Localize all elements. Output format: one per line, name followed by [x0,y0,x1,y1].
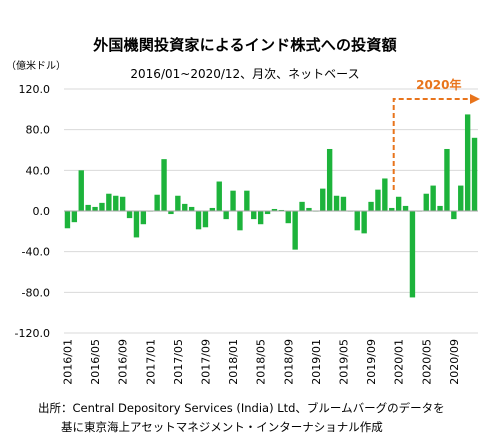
bar [85,204,91,211]
bar [264,211,271,215]
axes: -120.0 -80.0 -40.0 0.0 40.0 80.0 120.0 2016/01 2… [15,83,478,385]
bar [409,211,416,298]
x-tick-label: 2016/05 [89,339,102,385]
bar [71,211,78,223]
bar [471,137,478,211]
bar [244,190,250,211]
annotation-label: 2020年 [416,77,461,92]
gridlines [64,88,478,334]
bar [271,208,278,211]
bar [375,189,381,211]
bar [285,211,291,224]
bar [230,190,236,211]
bars [64,114,478,298]
bar [64,211,71,229]
y-tick-label: -40.0 [22,246,50,259]
bar [320,188,326,211]
bar [175,195,181,211]
bar [368,201,374,211]
bar [326,148,333,211]
source-note: 出所：Central Depository Services (India) L… [38,399,486,437]
bar [106,193,112,211]
bar [333,195,340,211]
x-tick-label: 2018/09 [282,339,295,385]
bar [126,211,133,219]
bar [437,205,443,211]
annotation-arrowhead [470,94,480,104]
bar [92,206,98,211]
bar [354,211,360,231]
bar [444,148,450,211]
y-tick-label: -80.0 [22,286,50,299]
bar [389,207,395,211]
bar [216,181,222,211]
bar [395,196,402,211]
x-tick-label: 2020/09 [448,339,461,385]
x-tick-label: 2020/01 [393,339,406,385]
x-tick-label: 2016/09 [117,339,130,385]
bar [464,114,471,211]
source-line-1: 出所：Central Depository Services (India) L… [38,401,445,415]
y-tick-label: 120.0 [19,83,51,96]
y-tick-label: 0.0 [33,205,51,218]
bar [99,202,105,211]
bar [223,211,229,220]
bar [423,193,429,211]
bar [154,194,160,211]
bar [195,211,202,230]
x-tick-label: 2016/01 [61,339,74,385]
bar [257,211,264,225]
bar [251,211,257,220]
chart-title: 外国機関投資家によるインド株式への投資額 [93,36,397,54]
bar [182,203,188,211]
x-tick-label: 2018/01 [227,339,240,385]
source-line-2: 基に東京海上アセットマネジメント・インターナショナル作成 [61,420,383,434]
bar [237,211,243,231]
x-tick-label: 2017/05 [172,339,185,385]
bar [451,211,457,220]
x-tick-label: 2017/09 [199,339,212,385]
bar [299,201,305,211]
bar [188,206,195,211]
bar [340,196,347,211]
bar [382,178,388,211]
chart-subtitle: 2016/01~2020/12、月次、ネットベース [130,67,360,81]
x-tick-label: 2017/01 [144,339,157,385]
bar [202,211,209,228]
bar [133,211,140,238]
bar [119,196,126,211]
bar [458,185,464,211]
bar [113,195,119,211]
x-tick-label: 2018/05 [255,339,268,385]
bar [306,207,312,211]
bar [361,211,367,234]
y-tick-label: 40.0 [26,164,51,177]
bar [78,170,84,211]
y-tick-label: 80.0 [26,124,51,137]
y-axis-unit-label: （億米ドル） [6,61,66,72]
annotation-2020: 2020年 [392,77,480,190]
bar [168,211,174,215]
bar [161,159,167,211]
bar [140,211,147,225]
bar [292,211,298,250]
x-tick-label: 2019/05 [337,339,350,385]
x-tick-label: 2020/05 [420,339,433,385]
bar [209,207,216,211]
bar [430,185,436,211]
y-tick-label: -120.0 [15,327,50,340]
bar [402,205,409,211]
annotation-dashed-arrow [392,98,472,190]
x-tick-label: 2019/01 [310,339,323,385]
x-tick-label: 2019/09 [365,339,378,385]
bar [278,209,285,211]
